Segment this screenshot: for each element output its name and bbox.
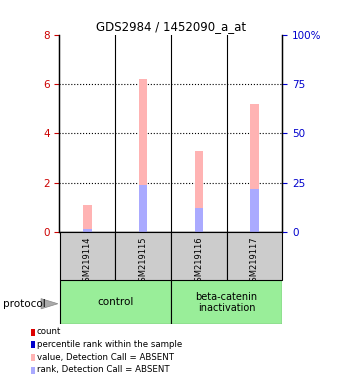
Bar — [194, 208, 203, 232]
Text: percentile rank within the sample: percentile rank within the sample — [37, 340, 182, 349]
Text: GSM219114: GSM219114 — [83, 236, 92, 287]
Text: count: count — [37, 327, 61, 336]
Bar — [171, 232, 226, 280]
Title: GDS2984 / 1452090_a_at: GDS2984 / 1452090_a_at — [96, 20, 246, 33]
Text: beta-catenin
inactivation: beta-catenin inactivation — [195, 291, 258, 313]
Bar — [59, 232, 115, 280]
Bar — [171, 280, 282, 324]
Bar — [139, 79, 147, 232]
Text: value, Detection Call = ABSENT: value, Detection Call = ABSENT — [37, 353, 174, 362]
Bar — [83, 205, 91, 232]
Bar — [115, 232, 171, 280]
Text: control: control — [97, 297, 133, 308]
Text: protocol: protocol — [3, 299, 46, 309]
Polygon shape — [41, 299, 58, 309]
Bar — [59, 280, 171, 324]
Text: GSM219117: GSM219117 — [250, 236, 259, 287]
Bar — [250, 189, 258, 232]
Bar — [194, 151, 203, 232]
Text: GSM219116: GSM219116 — [194, 236, 203, 287]
Bar — [83, 228, 91, 232]
Text: GSM219115: GSM219115 — [138, 236, 148, 287]
Bar — [250, 104, 258, 232]
Text: rank, Detection Call = ABSENT: rank, Detection Call = ABSENT — [37, 365, 169, 374]
Bar — [226, 232, 282, 280]
Bar — [139, 185, 147, 232]
